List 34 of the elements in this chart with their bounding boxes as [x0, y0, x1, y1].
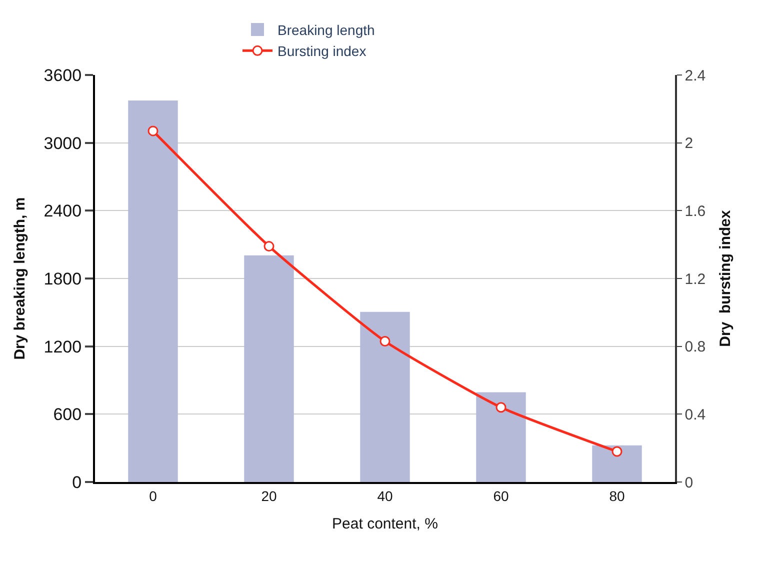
y-tick-label: 1200 [44, 337, 82, 356]
y2-tick-label: 2 [684, 135, 694, 152]
y2-tick-label: 1.2 [684, 270, 706, 288]
y-tick-label: 3000 [44, 134, 82, 153]
bar [244, 255, 294, 482]
y-tick-label: 2400 [44, 202, 82, 221]
bar [592, 445, 642, 482]
x-tick-label: 60 [493, 488, 509, 504]
y-tick-label: 1800 [44, 269, 82, 288]
point [148, 126, 158, 136]
x-tick-label: 80 [609, 488, 625, 504]
point [264, 241, 274, 252]
y2-tick-label: 0 [684, 474, 694, 492]
point [612, 446, 622, 457]
legend-label: Breaking length [278, 22, 375, 38]
x-tick-label: 40 [377, 488, 393, 504]
bar [128, 100, 178, 482]
x-tick-label: 20 [261, 488, 277, 504]
point [496, 402, 506, 413]
x-tick-label: 0 [149, 488, 158, 504]
bar [360, 312, 410, 482]
y2-tick-label: 0.8 [684, 338, 706, 356]
y2-tick-label: 0.4 [684, 406, 706, 424]
point [380, 336, 390, 346]
y2-tick-label: 2.4 [684, 67, 706, 84]
y-tick-label: 600 [53, 405, 82, 424]
y2-axis-title: Dry bursting index [717, 210, 734, 347]
y-tick-label: 0 [72, 472, 82, 492]
y2-tick-label: 1.6 [684, 202, 706, 220]
y-tick-label: 3600 [44, 66, 82, 85]
bar [476, 392, 526, 482]
x-axis-title: Peat content, % [332, 515, 438, 532]
y-axis-title: Dry breaking length, m [12, 197, 29, 360]
legend-label: Bursting index [278, 43, 366, 60]
